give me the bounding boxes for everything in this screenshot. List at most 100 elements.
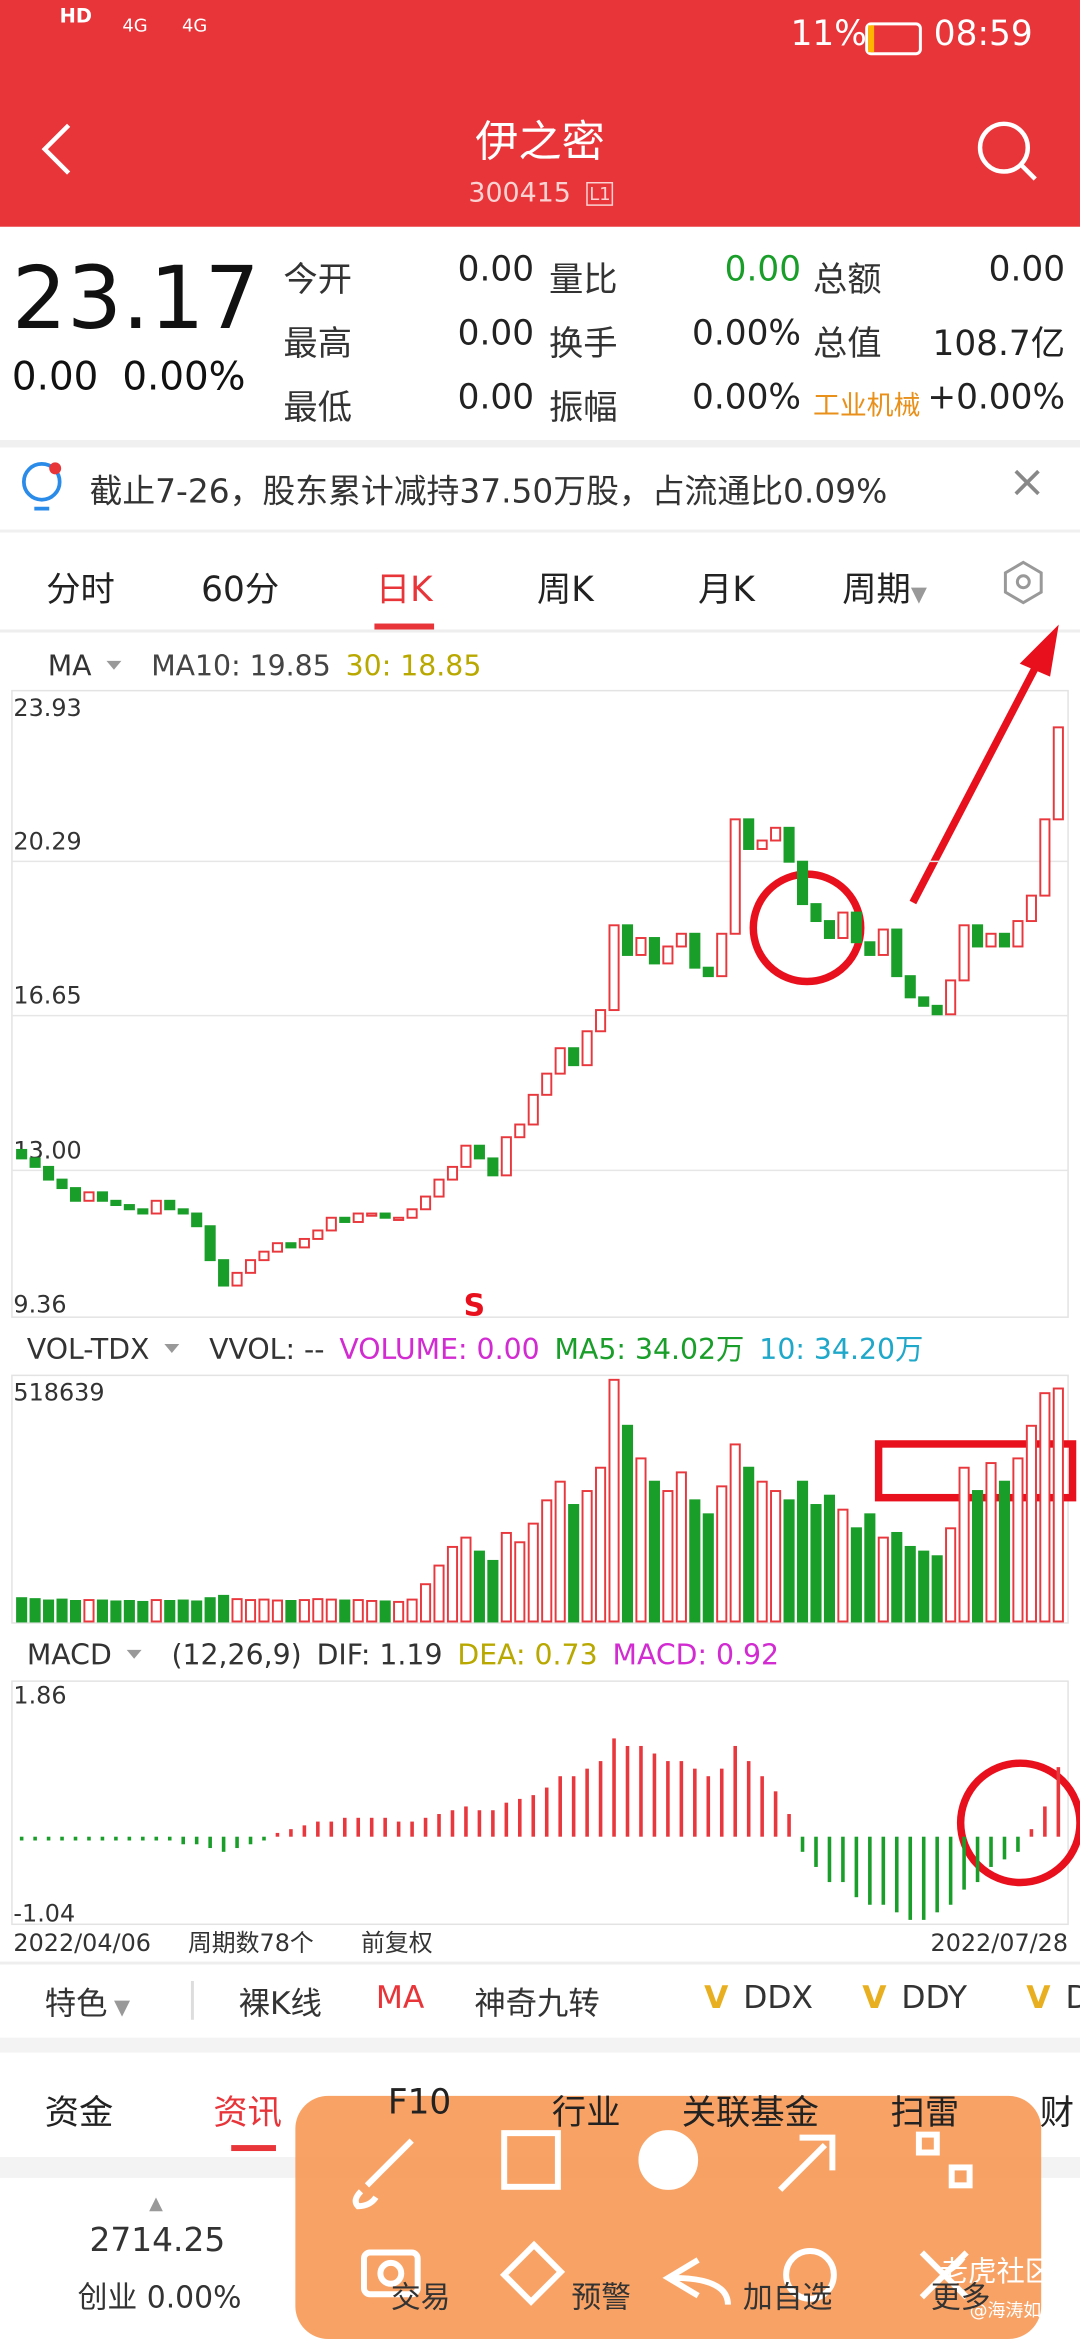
candle: [972, 924, 984, 948]
volume-bar: [366, 1600, 378, 1623]
close-notice[interactable]: ×: [1008, 456, 1046, 509]
notice-text[interactable]: 截止7-26，股东累计减持37.50万股，占流通比0.09%: [89, 474, 888, 512]
circle-icon[interactable]: [638, 2130, 699, 2190]
candle: [837, 911, 849, 939]
volume-bar: [931, 1555, 943, 1623]
candle: [877, 928, 889, 956]
section-tab[interactable]: 资讯: [213, 2094, 282, 2134]
indicator[interactable]: VDDZ: [1026, 1979, 1080, 2016]
macd-bar: [787, 1814, 791, 1837]
toolbar-icons: [352, 2130, 973, 2306]
indicator[interactable]: MA: [375, 1979, 425, 2016]
macd-bar: [827, 1836, 832, 1883]
section-tab[interactable]: 财: [1039, 2094, 1075, 2134]
volume-bar: [473, 1550, 485, 1623]
network: 4G: [181, 14, 208, 36]
brush-icon[interactable]: [352, 2138, 414, 2210]
macd-bar: [693, 1768, 697, 1837]
back-button[interactable]: [30, 116, 90, 182]
search-button[interactable]: [973, 116, 1042, 185]
volume-bar: [904, 1545, 916, 1623]
index-value: 2714.25: [89, 2222, 226, 2260]
volume-bar: [608, 1378, 620, 1623]
section-tab[interactable]: 行业: [551, 2094, 621, 2134]
kline-frame: [11, 689, 1069, 1318]
period-tab[interactable]: 日K: [375, 571, 433, 611]
section-tab[interactable]: 资金: [44, 2094, 114, 2134]
camera-icon[interactable]: [360, 2249, 421, 2298]
field-label: 振幅: [548, 389, 618, 429]
period-tab[interactable]: 周K: [536, 571, 594, 611]
indicator[interactable]: 裸K线: [238, 1985, 322, 2022]
separator: [190, 1980, 194, 2020]
legend-item: 10: 34.20万: [759, 1333, 923, 1366]
arrow: [909, 654, 1045, 905]
volume-bar: [298, 1599, 310, 1623]
index-name[interactable]: 创业 0.00%: [77, 2279, 242, 2316]
macd-bar: [531, 1795, 536, 1837]
indicator[interactable]: 神奇九转: [474, 1985, 600, 2022]
macd-bar: [746, 1761, 751, 1837]
macd-bar: [383, 1817, 387, 1837]
legend-item: DIF: 1.19: [317, 1639, 443, 1672]
candle: [689, 932, 701, 969]
macd-bar: [316, 1821, 320, 1837]
period-tab[interactable]: 月K: [698, 571, 755, 611]
macd-bar: [73, 1836, 78, 1841]
volume-bar: [110, 1600, 122, 1623]
period-tab[interactable]: 周期▼: [842, 571, 927, 611]
bottom-action[interactable]: 加自选: [742, 2279, 833, 2316]
arrow-icon[interactable]: [778, 2134, 836, 2192]
section-tab[interactable]: F10: [387, 2083, 452, 2123]
eraser-icon[interactable]: [499, 2240, 566, 2306]
macd-bar: [639, 1745, 643, 1837]
undo-icon[interactable]: [662, 2257, 731, 2305]
period-tab[interactable]: 60分: [201, 571, 280, 611]
field-value: 0.00: [457, 314, 535, 354]
watermark: @海涛如风: [969, 2300, 1060, 2322]
volume-bar: [595, 1466, 607, 1623]
macd-bar: [935, 1836, 939, 1913]
bottom-action[interactable]: 更多: [930, 2279, 991, 2316]
rect-icon[interactable]: [501, 2130, 561, 2190]
volume-bar: [514, 1541, 526, 1623]
section-tab[interactable]: 关联基金: [681, 2094, 819, 2134]
volume-bar: [1025, 1424, 1037, 1623]
period-tab[interactable]: 分时: [46, 571, 115, 611]
indicator[interactable]: V DDY: [862, 1979, 968, 2016]
macd-bar: [814, 1836, 818, 1867]
mosaic-icon[interactable]: [915, 2131, 940, 2156]
volume-bar: [648, 1480, 660, 1623]
palette-icon[interactable]: [783, 2247, 837, 2302]
candle: [379, 1212, 391, 1219]
indicator[interactable]: 特色 ▼: [44, 1985, 131, 2022]
volume-bar: [621, 1424, 634, 1623]
bottom-action[interactable]: 交易: [390, 2279, 451, 2316]
bottom-action[interactable]: 预警: [571, 2279, 631, 2316]
indicator[interactable]: V DDX: [704, 1979, 813, 2016]
macd-bar: [208, 1836, 212, 1849]
macd-bar: [342, 1817, 347, 1837]
macd-bar: [585, 1768, 589, 1837]
settings-icon[interactable]: [999, 558, 1047, 606]
volume-bar: [770, 1490, 782, 1623]
volume-bar: [231, 1598, 243, 1623]
candle: [218, 1259, 230, 1287]
legend-item: VOL-TDX: [27, 1333, 150, 1366]
close-icon[interactable]: [919, 2250, 969, 2300]
volume-bar: [998, 1480, 1011, 1623]
candle: [958, 924, 970, 982]
volume-bar: [541, 1499, 553, 1623]
volume-bar: [420, 1583, 432, 1623]
macd-bar: [194, 1836, 199, 1845]
section-tab[interactable]: 扫雷: [890, 2094, 960, 2134]
volume-bar: [83, 1599, 95, 1623]
field-label: 总值: [812, 325, 882, 364]
candle: [931, 1004, 943, 1016]
watermark: 老虎社区: [939, 2255, 1054, 2289]
candle: [1025, 894, 1037, 923]
volume-bar: [689, 1499, 701, 1623]
field-value: 0.00: [724, 250, 802, 290]
volume-bar: [406, 1598, 418, 1623]
candle: [945, 979, 957, 1016]
